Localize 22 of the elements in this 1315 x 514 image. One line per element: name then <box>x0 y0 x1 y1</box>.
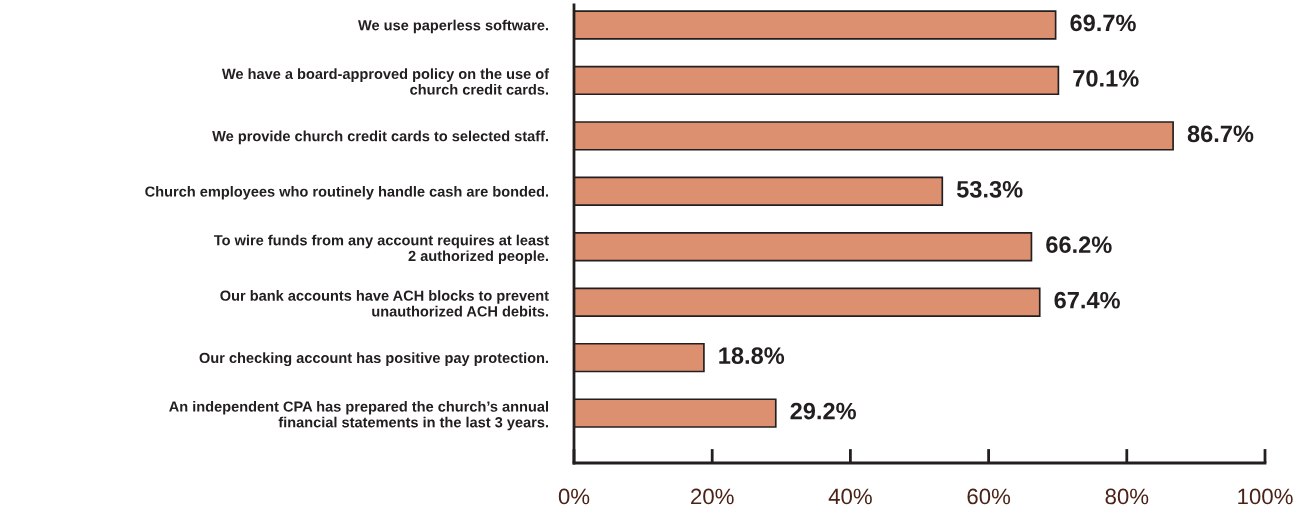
data-label: 86.7% <box>1187 125 1254 143</box>
x-tick-label: 40% <box>828 488 872 505</box>
data-label: 66.2% <box>1046 236 1112 254</box>
x-tick-label: 0% <box>558 488 590 505</box>
y-tick-label: Our checking account has positive pay protection. <box>199 352 549 367</box>
data-label: 70.1% <box>1073 70 1139 87</box>
y-tick-label: We provide church credit cards to selected staff. <box>212 130 549 145</box>
y-tick-label: To wire funds from any account requires at least 2 authorized people. <box>213 234 549 264</box>
data-label: 53.3% <box>956 180 1023 198</box>
y-tick-label: An independent CPA has prepared the church’s annual financial statements in the last 3 years. <box>169 401 549 431</box>
x-tick-label: 100% <box>1238 488 1293 505</box>
x-tick-label: 20% <box>691 488 734 505</box>
x-tick-label: 60% <box>967 488 1011 505</box>
x-tick-label: 80% <box>1105 488 1149 505</box>
data-label: 18.8% <box>719 347 785 364</box>
data-label: 67.4% <box>1054 291 1120 309</box>
data-label: 69.7% <box>1070 14 1136 32</box>
y-tick-label: Church employees who routinely handle cash are bonded. <box>145 186 549 200</box>
data-label: 29.2% <box>790 402 856 420</box>
y-tick-label: We have a board-approved policy on the use of church credit cards. <box>221 68 550 95</box>
y-tick-label: We use paperless software. <box>358 19 549 34</box>
y-tick-label: Our bank accounts have ACH blocks to prevent unauthorized ACH debits. <box>220 290 549 317</box>
